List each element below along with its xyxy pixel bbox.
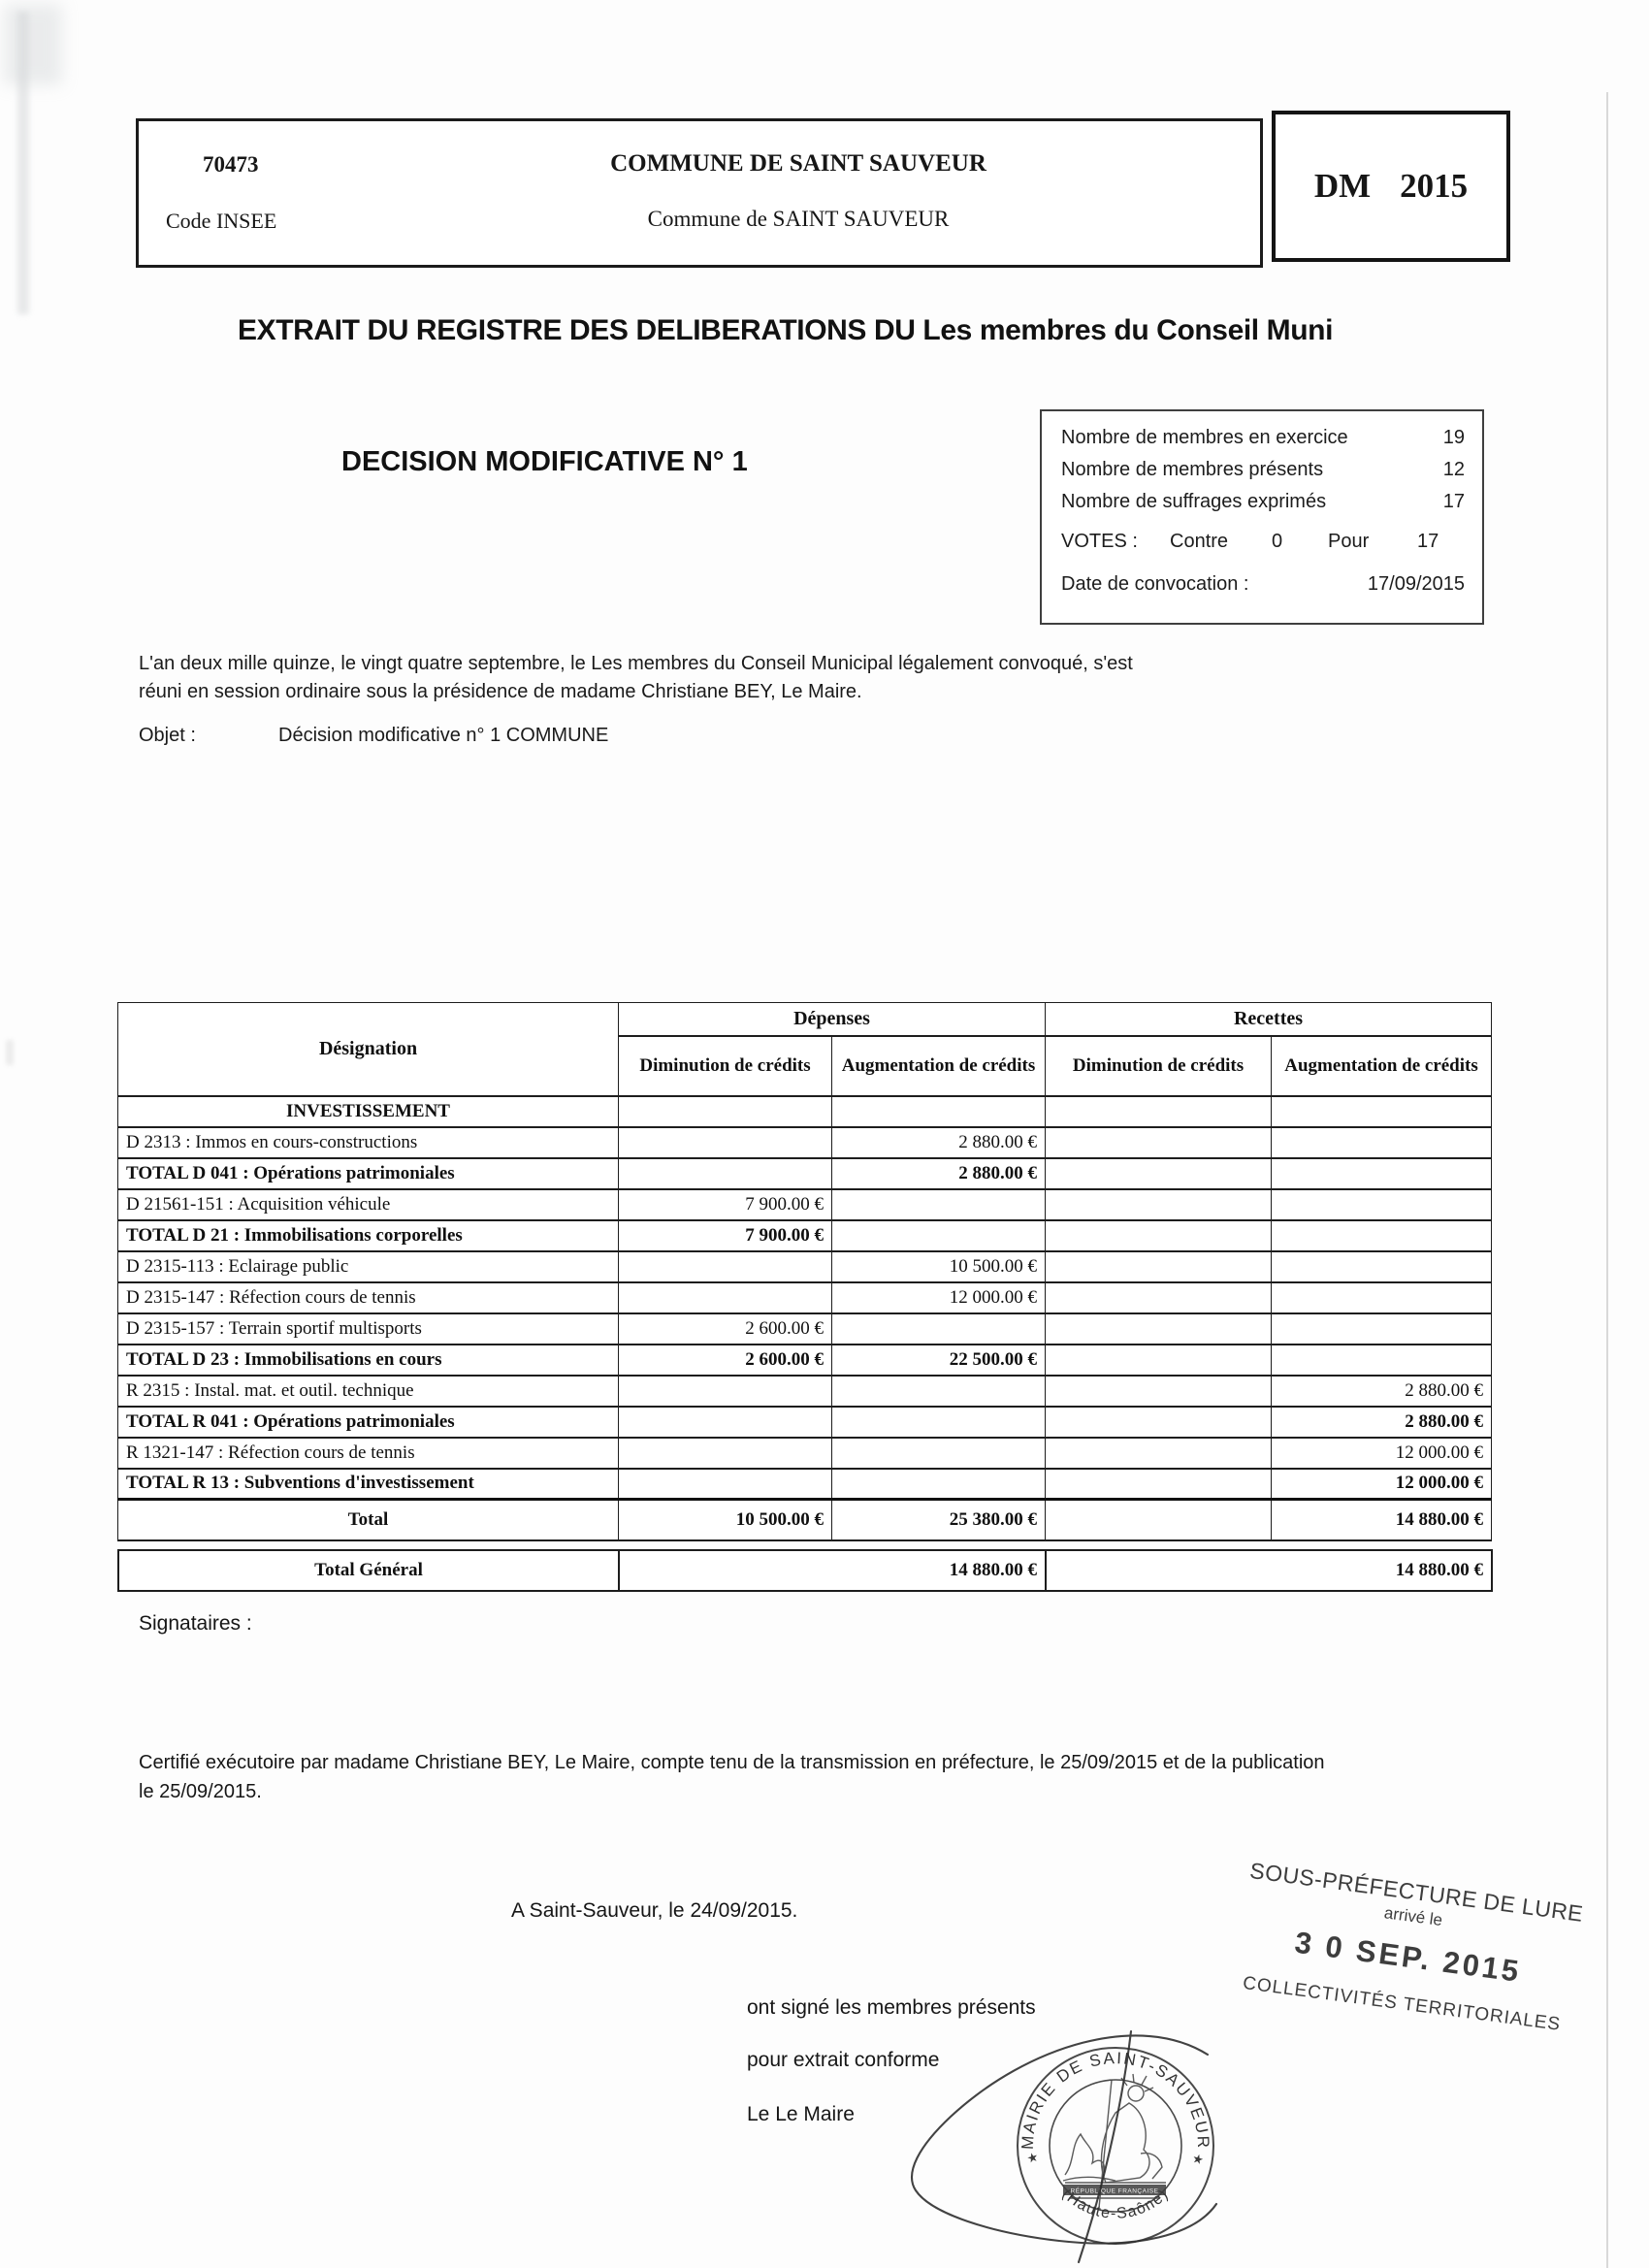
seal-center-text: RÉPUBLIQUE FRANÇAISE	[1071, 2187, 1159, 2195]
members-present-row: Nombre de membres présents 12	[1061, 459, 1465, 491]
pour-value: 17	[1417, 531, 1439, 552]
recettes-header: Recettes	[1045, 1002, 1493, 1037]
budget-table-wrapper: Désignation Dépenses Recettes Diminution…	[117, 1002, 1493, 1541]
convocation-label: Date de convocation :	[1061, 573, 1249, 595]
table-row-total: TOTAL R 041 : Opérations patrimoniales 2…	[117, 1406, 1493, 1439]
table-grand-total-row: Total 10 500.00 € 25 380.00 € 14 880.00 …	[117, 1498, 1493, 1541]
scan-artifact-mark	[6, 1040, 14, 1065]
members-present-label: Nombre de membres présents	[1061, 459, 1324, 480]
objet-row: Objet : Décision modificative n° 1 COMMU…	[139, 725, 608, 747]
extrait-conforme-line: pour extrait conforme	[747, 2049, 940, 2071]
scan-artifact-blotch	[4, 4, 62, 85]
total-general-label: Total Général	[117, 1549, 620, 1592]
document-title: EXTRAIT DU REGISTRE DES DELIBERATIONS DU…	[238, 314, 1334, 346]
convocation-value: 17/09/2015	[1367, 573, 1465, 595]
votes-cast-label: Nombre de suffrages exprimés	[1061, 491, 1327, 512]
seal-banner	[1063, 2185, 1166, 2195]
table-row: R 1321-147 : Réfection cours de tennis 1…	[117, 1437, 1493, 1470]
objet-label: Objet :	[139, 725, 196, 746]
table-row-total: TOTAL D 041 : Opérations patrimoniales 2…	[117, 1157, 1493, 1190]
signed-members-line: ont signé les membres présents	[747, 1996, 1036, 2019]
dm-label: DM	[1313, 167, 1372, 205]
votes-label: VOTES :	[1061, 531, 1138, 552]
members-in-office-value: 19	[1442, 427, 1465, 448]
intro-paragraph: L'an deux mille quinze, le vingt quatre …	[139, 650, 1312, 706]
table-row: D 2315-157 : Terrain sportif multisports…	[117, 1312, 1493, 1345]
section-label: INVESTISSEMENT	[117, 1095, 619, 1128]
table-row-total: TOTAL D 23 : Immobilisations en cours 2 …	[117, 1344, 1493, 1377]
commune-title: COMMUNE DE SAINT SAUVEUR	[610, 150, 986, 177]
insee-code: 70473	[203, 152, 259, 177]
intro-line-1: L'an deux mille quinze, le vingt quatre …	[139, 653, 1133, 674]
members-present-value: 12	[1442, 459, 1465, 480]
certification-paragraph: Certifié exécutoire par madame Christian…	[139, 1748, 1545, 1806]
recettes-augmentation-header: Augmentation de crédits	[1271, 1035, 1493, 1097]
total-general-depenses: 14 880.00 €	[618, 1549, 1047, 1592]
total-general-table: Total Général 14 880.00 € 14 880.00 €	[117, 1549, 1493, 1592]
council-info-box: Nombre de membres en exercice 19 Nombre …	[1040, 409, 1484, 625]
table-row-section-investissement: INVESTISSEMENT	[117, 1095, 1493, 1128]
contre-value: 0	[1272, 531, 1283, 552]
signature-scribble	[911, 2029, 1218, 2264]
votes-cast-value: 17	[1442, 491, 1465, 512]
table-row-total: TOTAL R 13 : Subventions d'investissemen…	[117, 1468, 1493, 1501]
pour-label: Pour	[1328, 531, 1370, 552]
budget-table: Désignation Dépenses Recettes Diminution…	[117, 1002, 1493, 1541]
members-in-office-label: Nombre de membres en exercice	[1061, 427, 1348, 448]
table-row: D 21561-151 : Acquisition véhicule 7 900…	[117, 1188, 1493, 1221]
contre-label: Contre	[1170, 531, 1229, 552]
dm-year-box: DM 2015	[1272, 111, 1510, 262]
convocation-date-row: Date de convocation : 17/09/2015	[1061, 573, 1465, 596]
members-in-office-row: Nombre de membres en exercice 19	[1061, 427, 1465, 459]
table-row: D 2315-147 : Réfection cours de tennis 1…	[117, 1281, 1493, 1314]
scan-artifact-edge-line	[1606, 92, 1608, 2268]
objet-value: Décision modificative n° 1 COMMUNE	[278, 725, 609, 746]
maire-line: Le Le Maire	[747, 2103, 855, 2125]
intro-line-2: réuni en session ordinaire sous la prési…	[139, 681, 862, 702]
commune-subtitle: Commune de SAINT SAUVEUR	[647, 207, 950, 231]
seal-inner-circle	[1049, 2079, 1182, 2213]
scan-artifact-streak	[17, 12, 29, 314]
depenses-header: Dépenses	[617, 1002, 1047, 1037]
place-date-line: A Saint-Sauveur, le 24/09/2015.	[511, 1899, 798, 1922]
recettes-diminution-header: Diminution de crédits	[1045, 1035, 1273, 1097]
designation-header: Désignation	[117, 1002, 619, 1097]
table-row: D 2313 : Immos en cours-constructions 2 …	[117, 1126, 1493, 1159]
certification-line-2: le 25/09/2015.	[139, 1781, 262, 1802]
signataires-label: Signataires :	[139, 1612, 252, 1635]
votes-cast-row: Nombre de suffrages exprimés 17	[1061, 491, 1465, 523]
header-box: 70473 Code INSEE COMMUNE DE SAINT SAUVEU…	[136, 118, 1263, 268]
total-general-row: Total Général 14 880.00 € 14 880.00 €	[117, 1549, 1493, 1592]
insee-label: Code INSEE	[166, 209, 277, 233]
depenses-diminution-header: Diminution de crédits	[618, 1035, 832, 1097]
certification-line-1: Certifié exécutoire par madame Christian…	[139, 1752, 1325, 1773]
table-row: R 2315 : Instal. mat. et outil. techniqu…	[117, 1375, 1493, 1408]
dm-year: 2015	[1400, 167, 1469, 205]
total-general-recettes: 14 880.00 €	[1045, 1549, 1493, 1592]
table-row-total: TOTAL D 21 : Immobilisations corporelles…	[117, 1219, 1493, 1252]
votes-row: VOTES : Contre 0 Pour 17	[1061, 531, 1465, 569]
seal-star-left-icon: ★	[1025, 2149, 1040, 2166]
depenses-augmentation-header: Augmentation de crédits	[830, 1035, 1047, 1097]
seal-star-right-icon: ★	[1190, 2151, 1205, 2168]
table-row: D 2315-113 : Eclairage public 10 500.00 …	[117, 1250, 1493, 1283]
municipal-seal: MAIRIE DE SAINT-SAUVEUR (Haute-Saône) ★ …	[1017, 2047, 1214, 2245]
decision-title: DECISION MODIFICATIVE N° 1	[341, 446, 748, 477]
